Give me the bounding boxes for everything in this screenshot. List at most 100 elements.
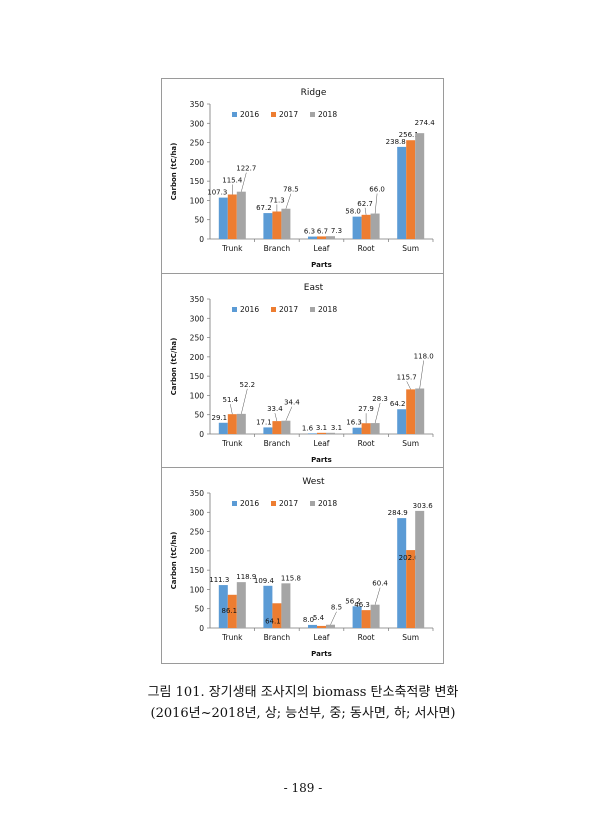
data-label-2018-root: 66.0 [369, 186, 385, 194]
y-tick-label: 100 [190, 196, 205, 205]
bar-2016-branch [263, 427, 273, 434]
y-tick-label: 50 [194, 605, 204, 614]
x-tick-label-root: Root [358, 439, 375, 448]
bar-2017-leaf [317, 432, 326, 434]
bar-2018-branch [281, 420, 291, 434]
bar-2017-sum [406, 550, 416, 628]
y-tick-label: 0 [199, 235, 204, 244]
data-label-2018-branch: 78.5 [283, 186, 299, 194]
data-label-leader [241, 388, 248, 414]
data-label-2017-trunk: 115.4 [222, 176, 243, 184]
bar-2017-branch [272, 211, 282, 239]
bar-2018-branch [281, 208, 291, 239]
chart-title: Ridge [301, 88, 327, 98]
y-tick-label: 350 [190, 489, 205, 498]
bar-2017-root [361, 214, 371, 239]
x-tick-label-sum: Sum [402, 439, 419, 448]
data-label-2018-root: 28.3 [372, 395, 388, 403]
x-axis-label: Parts [311, 261, 332, 269]
data-label-2018-leaf: 3.1 [331, 424, 342, 432]
bar-2017-branch [272, 603, 282, 628]
data-label-2016-root: 58.0 [345, 208, 361, 216]
legend-swatch-2018 [310, 307, 315, 312]
data-label-2018-leaf: 8.5 [331, 604, 342, 612]
data-label-2016-branch: 17.1 [256, 418, 272, 426]
data-label-leader [406, 381, 411, 390]
data-label-leader [364, 207, 367, 215]
y-tick-label: 100 [190, 585, 205, 594]
x-tick-label-root: Root [358, 633, 375, 642]
data-label-2017-root: 62.7 [357, 200, 373, 208]
data-label-2017-leaf: 6.7 [317, 227, 328, 235]
x-axis-label: Parts [311, 650, 332, 658]
east-chart: East 0 50 100 150 200 250 300 350 Carbon (tC/ha) T… [170, 283, 434, 464]
data-label-2016-trunk: 29.1 [212, 414, 228, 422]
data-label-2016-sum: 64.2 [390, 400, 406, 408]
data-label-2016-leaf: 6.3 [304, 228, 315, 236]
bar-2018-trunk [236, 413, 246, 434]
data-label-leader [285, 193, 292, 209]
y-tick-label: 0 [199, 624, 204, 633]
legend-label-2017: 2017 [279, 305, 298, 314]
data-label-2018-branch: 34.4 [284, 399, 300, 407]
x-tick-label-sum: Sum [402, 244, 419, 253]
x-tick-label-leaf: Leaf [314, 633, 330, 642]
data-label-2016-branch: 67.2 [256, 204, 272, 212]
y-tick-label: 300 [190, 508, 205, 517]
chart-title: West [302, 477, 325, 487]
data-label-2018-branch: 115.8 [281, 574, 301, 582]
figure-caption-line2: (2016년~2018년, 상; 능선부, 중; 동사면, 하; 서사면) [150, 706, 456, 721]
bar-2017-trunk [227, 194, 237, 239]
data-label-2016-trunk: 107.3 [207, 189, 227, 197]
y-tick-label: 200 [190, 547, 205, 556]
legend-label-2016: 2016 [240, 305, 259, 314]
bar-2017-leaf [317, 625, 326, 628]
x-tick-label-leaf: Leaf [314, 244, 330, 253]
bar-2016-sum [397, 518, 407, 628]
bar-2018-leaf [326, 432, 335, 434]
y-tick-label: 250 [190, 528, 205, 537]
data-label-2017-branch: 33.4 [267, 405, 283, 413]
bar-2017-root [361, 610, 371, 628]
bar-2016-trunk [218, 197, 228, 239]
page-number: - 189 - [283, 781, 323, 795]
data-label-2017-leaf: 3.1 [316, 424, 327, 432]
data-label-leader [330, 611, 337, 625]
bar-2018-root [370, 604, 380, 628]
x-tick-label-branch: Branch [264, 244, 291, 253]
legend-label-2018: 2018 [318, 499, 337, 508]
y-tick-label: 200 [190, 158, 205, 167]
x-tick-label-root: Root [358, 244, 375, 253]
data-label-2017-trunk: 51.4 [223, 396, 239, 404]
legend-swatch-2018 [310, 501, 315, 506]
bar-2017-trunk [227, 414, 237, 434]
data-label-2017-branch: 64.1 [265, 617, 281, 625]
bar-2017-sum [406, 140, 416, 239]
ridge-chart: Ridge 0 50 100 150 200 250 300 350 Carbon (tC/ha)… [170, 88, 435, 269]
data-label-2018-trunk: 122.7 [236, 165, 256, 173]
data-label-2018-sum: 303.6 [413, 502, 434, 510]
data-label-leader [241, 172, 247, 192]
bar-2017-leaf [317, 236, 326, 239]
figure-frame: Ridge 0 50 100 150 200 250 300 350 Carbon (tC/ha)… [161, 78, 444, 664]
y-axis-label: Carbon (tC/ha) [170, 338, 178, 396]
east-panel: East 0 50 100 150 200 250 300 350 Carbon (tC/ha) T… [162, 274, 443, 467]
figure-caption-line1: 그림 101. 장기생태 조사지의 biomass 탄소축적량 변화 [147, 685, 459, 700]
bar-2016-leaf [308, 624, 317, 628]
data-label-2016-leaf: 1.6 [302, 424, 314, 432]
bar-2018-sum [415, 510, 425, 628]
data-label-2017-branch: 71.3 [269, 196, 285, 204]
bar-2018-leaf [326, 624, 335, 628]
legend-swatch-2017 [271, 307, 276, 312]
bar-2018-root [370, 213, 380, 239]
y-tick-label: 300 [190, 314, 205, 323]
legend-swatch-2017 [271, 501, 276, 506]
data-label-leader [419, 360, 424, 389]
data-label-2018-sum: 118.0 [414, 352, 434, 360]
legend-swatch-2016 [232, 307, 237, 312]
y-axis-label: Carbon (tC/ha) [170, 532, 178, 590]
y-tick-label: 150 [190, 372, 205, 381]
bar-2017-root [361, 423, 371, 434]
x-tick-label-branch: Branch [264, 633, 291, 642]
y-tick-label: 350 [190, 100, 205, 109]
